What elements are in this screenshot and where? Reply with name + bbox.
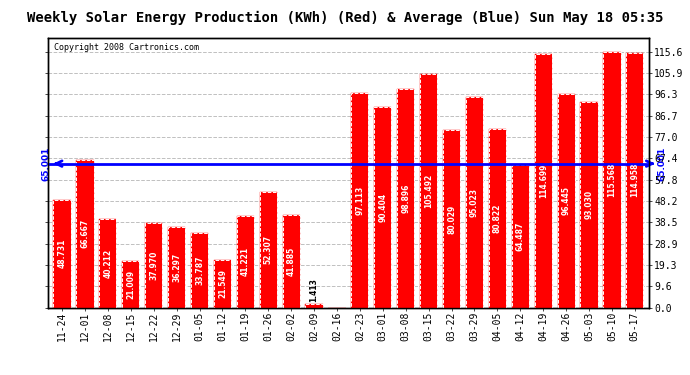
Bar <box>535 54 552 307</box>
Bar <box>53 200 70 308</box>
Bar <box>397 88 414 308</box>
Text: 80.029: 80.029 <box>447 204 456 234</box>
Bar <box>122 261 139 308</box>
Bar <box>489 129 506 308</box>
Bar <box>535 54 552 307</box>
Bar <box>283 215 299 308</box>
Text: 36.297: 36.297 <box>172 253 181 282</box>
Bar <box>145 224 162 308</box>
Bar <box>191 233 208 308</box>
Bar <box>374 107 391 308</box>
Bar <box>489 129 506 308</box>
Text: 41.885: 41.885 <box>286 246 296 276</box>
Bar <box>627 53 644 307</box>
Bar <box>168 227 185 308</box>
Bar <box>145 224 162 308</box>
Text: 95.023: 95.023 <box>470 188 479 217</box>
Text: 1.413: 1.413 <box>310 278 319 302</box>
Bar <box>237 216 254 308</box>
Bar <box>191 233 208 308</box>
Bar <box>214 260 231 308</box>
Bar <box>466 97 483 308</box>
Bar <box>443 130 460 308</box>
Bar <box>443 130 460 308</box>
Bar <box>397 88 414 308</box>
Bar <box>374 107 391 308</box>
Bar <box>168 227 185 308</box>
Bar <box>558 94 575 308</box>
Bar <box>512 165 529 308</box>
Text: 65.001: 65.001 <box>658 147 667 181</box>
Bar <box>603 52 620 308</box>
Bar <box>306 304 323 307</box>
Text: 97.113: 97.113 <box>355 185 364 214</box>
Text: 64.487: 64.487 <box>516 222 525 251</box>
Text: 115.568: 115.568 <box>607 162 616 197</box>
Bar <box>99 219 117 308</box>
Text: 114.699: 114.699 <box>539 164 548 198</box>
Text: 93.030: 93.030 <box>584 190 593 219</box>
Bar <box>512 165 529 308</box>
Text: 96.445: 96.445 <box>562 186 571 215</box>
Bar <box>259 192 277 308</box>
Text: 33.787: 33.787 <box>195 255 204 285</box>
Bar <box>237 216 254 308</box>
Bar <box>122 261 139 308</box>
Bar <box>627 53 644 307</box>
Bar <box>420 74 437 308</box>
Bar <box>77 160 94 308</box>
Bar <box>580 102 598 308</box>
Bar <box>306 304 323 307</box>
Bar <box>466 97 483 308</box>
Text: Copyright 2008 Cartronics.com: Copyright 2008 Cartronics.com <box>55 43 199 52</box>
Bar <box>99 219 117 308</box>
Bar <box>351 93 368 308</box>
Bar <box>558 94 575 308</box>
Bar <box>214 260 231 308</box>
Text: 90.404: 90.404 <box>378 193 387 222</box>
Text: 48.731: 48.731 <box>57 239 66 268</box>
Text: 52.307: 52.307 <box>264 235 273 264</box>
Bar <box>77 160 94 308</box>
Text: 21.009: 21.009 <box>126 270 135 299</box>
Text: 80.822: 80.822 <box>493 203 502 233</box>
Text: 66.667: 66.667 <box>81 219 90 248</box>
Bar <box>580 102 598 308</box>
Text: 21.549: 21.549 <box>218 269 227 298</box>
Text: Weekly Solar Energy Production (KWh) (Red) & Average (Blue) Sun May 18 05:35: Weekly Solar Energy Production (KWh) (Re… <box>27 11 663 26</box>
Text: 40.212: 40.212 <box>104 249 112 278</box>
Bar <box>259 192 277 308</box>
Bar <box>351 93 368 308</box>
Text: 37.970: 37.970 <box>149 251 158 280</box>
Bar <box>603 52 620 308</box>
Text: 114.958: 114.958 <box>631 163 640 198</box>
Bar <box>283 215 299 308</box>
Text: 98.896: 98.896 <box>401 183 411 213</box>
Text: 105.492: 105.492 <box>424 174 433 208</box>
Text: 65.001: 65.001 <box>41 147 50 181</box>
Bar <box>53 200 70 308</box>
Bar <box>420 74 437 308</box>
Text: 41.221: 41.221 <box>241 248 250 276</box>
